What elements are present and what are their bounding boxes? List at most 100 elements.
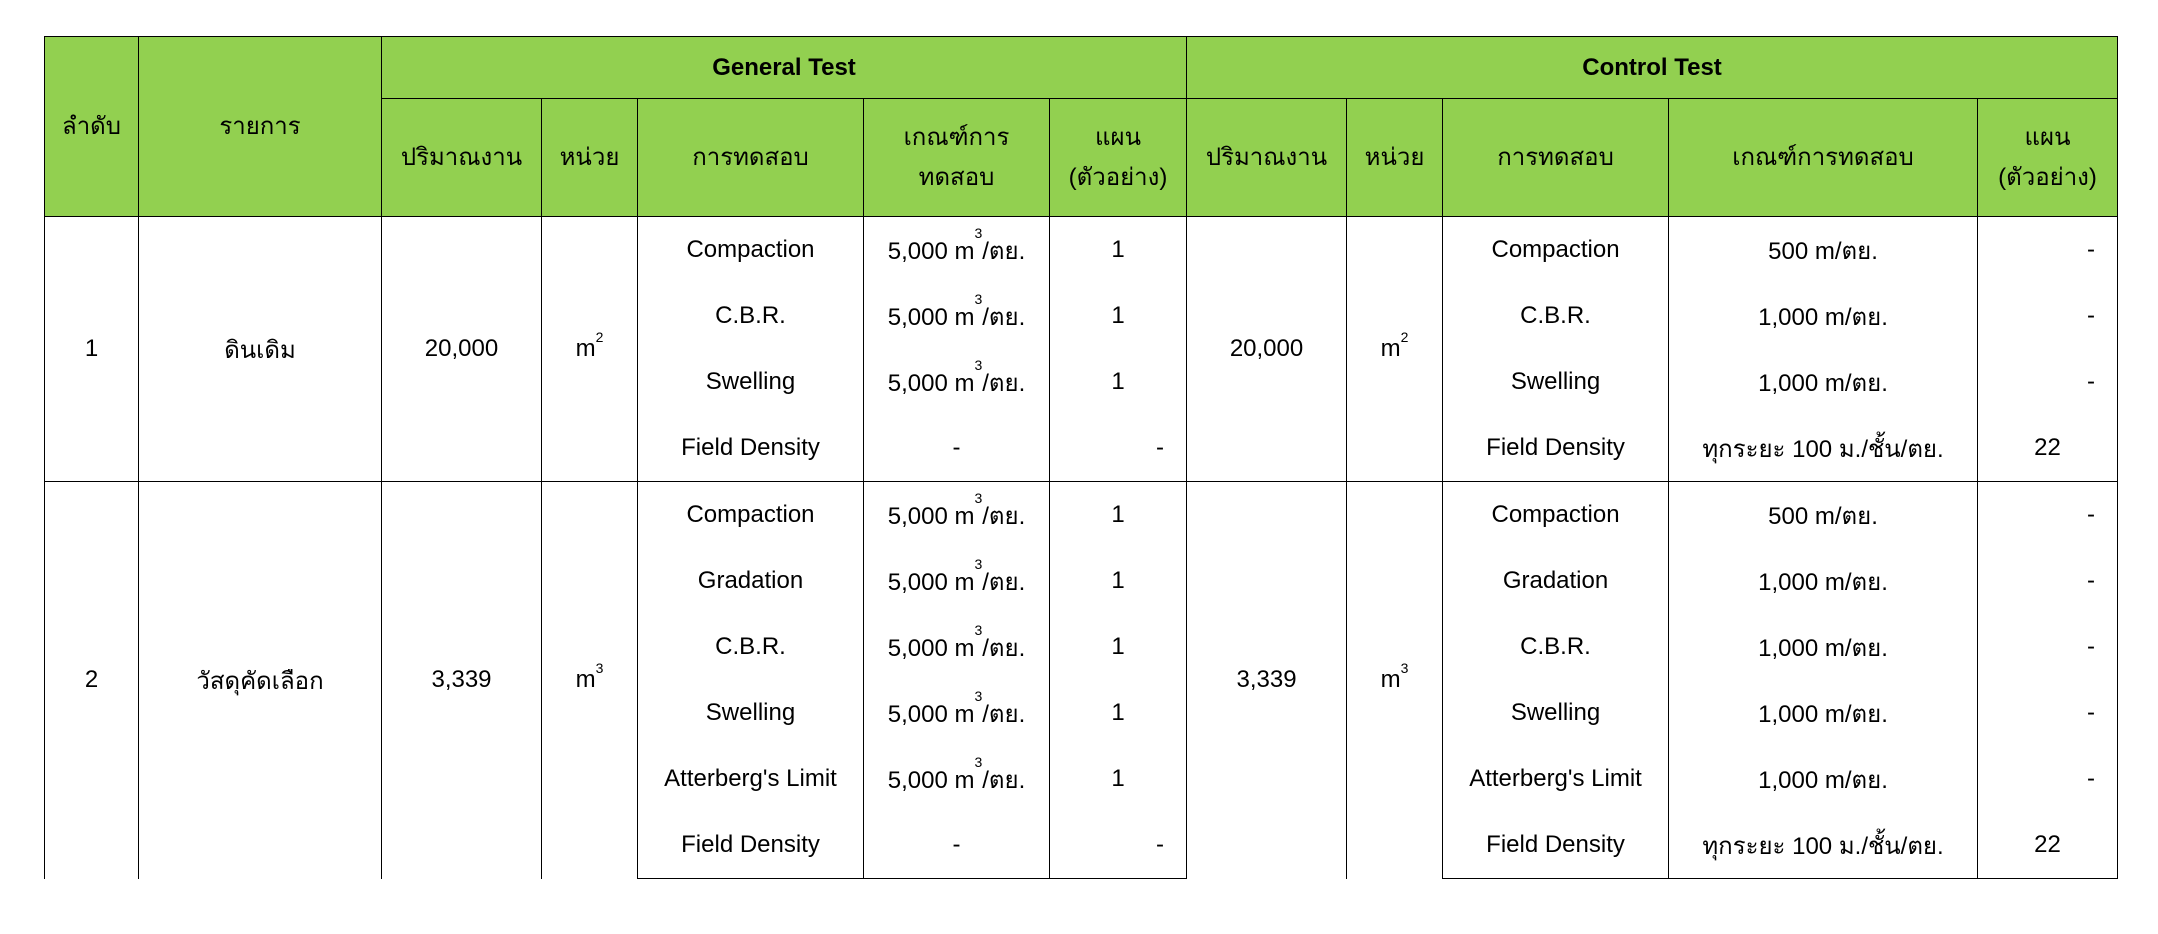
table-row: Gradation 5,000 m3/ตย. 1 Gradation 1,000 m/ต… xyxy=(45,548,2119,614)
criteria-suffix: /ตย. xyxy=(982,237,1026,265)
control-criteria: 1,000 m/ตย. xyxy=(1668,746,1979,812)
table-row: 1 ดินเดิม 20,000 m2 Compaction 5,000 m3/ตย. 1 2… xyxy=(44,216,2119,482)
control-unit: m3 xyxy=(1346,481,1444,879)
general-criteria: 5,000 m3/ตย. xyxy=(863,548,1050,614)
criteria-suffix: /ตย. xyxy=(982,634,1026,662)
general-test-name: C.B.R. xyxy=(637,614,864,680)
general-unit: m3 xyxy=(541,481,638,879)
control-test-name: Gradation xyxy=(1442,548,1670,614)
general-plan: 1 xyxy=(1048,680,1188,746)
control-plan: - xyxy=(1977,216,2119,283)
plan-line1: แผน xyxy=(2024,123,2071,151)
control-quantity: 3,339 xyxy=(1186,481,1348,879)
header-control-test: Control Test xyxy=(1186,36,2119,99)
control-test-name: Field Density xyxy=(1442,812,1670,879)
general-criteria: 5,000 m3/ตย. xyxy=(863,481,1050,548)
table-row: Swelling 5,000 m3/ตย. 1 Swelling 1,000 m/ตย.… xyxy=(45,680,2119,746)
general-test-name: Atterberg's Limit xyxy=(637,746,864,812)
header-general-unit: หน่วย xyxy=(541,98,638,217)
criteria-line1: เกณฑ์การ xyxy=(903,123,1010,151)
general-plan: 1 xyxy=(1048,283,1188,349)
general-plan: 1 xyxy=(1048,746,1188,812)
test-plan-table: ลำดับ รายการ General Test Control Test ป… xyxy=(44,36,2119,879)
criteria-value: 5,000 m xyxy=(887,369,975,397)
general-criteria: 5,000 m3/ตย. xyxy=(863,216,1050,283)
control-test-name: Swelling xyxy=(1442,680,1670,746)
unit-exponent: 2 xyxy=(1400,329,1409,345)
general-test-name: Gradation xyxy=(637,548,864,614)
plan-line1: แผน xyxy=(1095,123,1141,151)
general-plan: - xyxy=(1048,812,1188,879)
control-test-name: Swelling xyxy=(1442,349,1670,415)
control-criteria: ทุกระยะ 100 ม./ชั้น/ตย. xyxy=(1668,812,1979,879)
criteria-exponent: 3 xyxy=(974,290,983,307)
general-criteria: - xyxy=(863,812,1050,879)
unit-exponent: 2 xyxy=(595,329,604,345)
control-plan: - xyxy=(1977,349,2119,415)
criteria-suffix: /ตย. xyxy=(982,303,1026,331)
header-control-test-name: การทดสอบ xyxy=(1442,98,1670,217)
general-plan: 1 xyxy=(1048,614,1188,680)
header-general-test-name: การทดสอบ xyxy=(637,98,864,217)
general-test-name: Field Density xyxy=(637,415,864,482)
general-plan: - xyxy=(1048,415,1188,482)
general-plan: 1 xyxy=(1048,548,1188,614)
control-plan: - xyxy=(1977,283,2119,349)
criteria-suffix: /ตย. xyxy=(982,568,1026,596)
unit-text: m xyxy=(1380,335,1401,362)
general-plan: 1 xyxy=(1048,481,1188,548)
general-criteria: 5,000 m3/ตย. xyxy=(863,614,1050,680)
general-plan: 1 xyxy=(1048,349,1188,415)
control-plan: - xyxy=(1977,481,2119,548)
unit-text: m xyxy=(1380,666,1401,694)
header-general-plan: แผน (ตัวอย่าง) xyxy=(1048,98,1188,217)
general-test-name: C.B.R. xyxy=(637,283,864,349)
criteria-value: 5,000 m xyxy=(887,634,975,662)
criteria-suffix: /ตย. xyxy=(982,502,1026,530)
general-test-name: Field Density xyxy=(637,812,864,879)
criteria-exponent: 3 xyxy=(974,489,983,506)
general-criteria: 5,000 m3/ตย. xyxy=(863,746,1050,812)
general-quantity: 3,339 xyxy=(381,481,542,879)
table-row: 2 วัสดุคัดเลือก 3,339 m3 Compaction 5,000 m3/… xyxy=(44,481,2119,879)
header-item: รายการ xyxy=(138,36,382,217)
control-test-name: Compaction xyxy=(1442,216,1670,283)
header-general-criteria: เกณฑ์การ ทดสอบ xyxy=(863,98,1050,217)
header-general-quantity: ปริมาณงาน xyxy=(381,98,542,217)
general-criteria: - xyxy=(863,415,1050,482)
control-plan: 22 xyxy=(1977,415,2119,482)
row-item: ดินเดิม xyxy=(138,216,382,482)
general-criteria: 5,000 m3/ตย. xyxy=(863,283,1050,349)
general-test-name: Swelling xyxy=(637,680,864,746)
general-test-name: Swelling xyxy=(637,349,864,415)
row-number: 1 xyxy=(44,216,139,482)
criteria-exponent: 3 xyxy=(974,621,983,638)
criteria-exponent: 3 xyxy=(974,555,983,572)
plan-line2: (ตัวอย่าง) xyxy=(1068,163,1168,191)
control-criteria: ทุกระยะ 100 ม./ชั้น/ตย. xyxy=(1668,415,1979,482)
control-plan: - xyxy=(1977,680,2119,746)
table-row: Field Density - - Field Density ทุกระยะ 100 … xyxy=(45,812,2119,879)
criteria-exponent: 3 xyxy=(974,356,983,373)
control-test-name: C.B.R. xyxy=(1442,614,1670,680)
criteria-exponent: 3 xyxy=(974,753,983,770)
control-criteria: 500 m/ตย. xyxy=(1668,481,1979,548)
control-test-name: C.B.R. xyxy=(1442,283,1670,349)
table-row: C.B.R. 5,000 m3/ตย. 1 C.B.R. 1,000 m/ตย. - xyxy=(45,283,2119,349)
general-test-name: Compaction xyxy=(637,216,864,283)
control-criteria: 1,000 m/ตย. xyxy=(1668,349,1979,415)
criteria-value: 5,000 m xyxy=(887,568,975,596)
control-quantity: 20,000 xyxy=(1186,216,1348,482)
criteria-exponent: 3 xyxy=(974,224,983,241)
control-criteria: 500 m/ตย. xyxy=(1668,216,1979,283)
header-control-criteria: เกณฑ์การทดสอบ xyxy=(1668,98,1979,217)
control-criteria: 1,000 m/ตย. xyxy=(1668,680,1979,746)
header-control-unit: หน่วย xyxy=(1346,98,1444,217)
table-row: Atterberg's Limit 5,000 m3/ตย. 1 Atterberg'… xyxy=(45,746,2119,812)
criteria-value: 5,000 m xyxy=(887,700,975,728)
criteria-suffix: /ตย. xyxy=(982,369,1026,397)
control-criteria: 1,000 m/ตย. xyxy=(1668,548,1979,614)
general-test-name: Compaction xyxy=(637,481,864,548)
plan-line2: (ตัวอย่าง) xyxy=(1998,163,2097,191)
control-plan: - xyxy=(1977,614,2119,680)
